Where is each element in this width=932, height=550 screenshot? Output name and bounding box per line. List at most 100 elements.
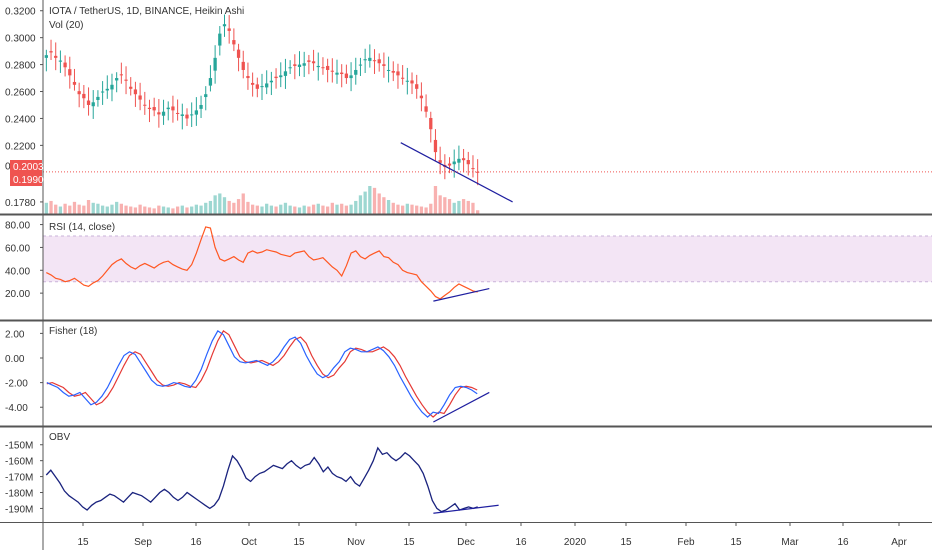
rsi-band-layer <box>43 235 932 283</box>
price-candle <box>208 78 213 86</box>
price-candle <box>382 64 386 66</box>
price-candle <box>82 93 86 99</box>
volume-bar <box>476 210 480 214</box>
price-candle <box>447 163 452 166</box>
y-tick-label: 80.00 <box>5 221 30 232</box>
volume-bar <box>213 195 217 214</box>
price-candle <box>457 158 461 163</box>
volume-bar <box>279 204 283 214</box>
volume-bar <box>316 203 320 214</box>
volume-bar <box>438 195 442 214</box>
volume-bar <box>340 203 344 214</box>
volume-bar <box>82 205 86 214</box>
volume-bar <box>110 204 114 214</box>
price-candle <box>138 95 142 100</box>
y-tick-label: -4.00 <box>5 403 28 414</box>
volume-bar <box>283 202 288 214</box>
price-candle <box>391 70 395 73</box>
x-tick-label: 16 <box>837 537 849 548</box>
price-candle <box>452 161 456 165</box>
price-candle <box>330 70 334 72</box>
volume-bar <box>302 205 306 214</box>
rsi-band <box>43 236 932 282</box>
volume-bar <box>236 199 241 214</box>
volume-bar <box>311 204 316 214</box>
price-candle <box>58 60 63 62</box>
x-tick-label: Dec <box>457 537 475 548</box>
volume-bar <box>246 201 250 214</box>
price-candle <box>143 104 147 106</box>
volume-bar <box>288 205 292 214</box>
volume-bar <box>204 202 208 214</box>
y-tick-label: 60.00 <box>5 243 30 254</box>
volume-bar <box>447 199 452 214</box>
volume-bar <box>335 204 339 214</box>
volume-bar <box>382 197 386 214</box>
price-candle <box>54 55 58 58</box>
price-tag-other-bg <box>10 173 42 186</box>
price-candle <box>297 64 302 67</box>
price-candle <box>461 158 466 161</box>
x-tick-label: 15 <box>620 537 632 548</box>
rsi-line <box>46 226 478 300</box>
volume-bar <box>147 207 152 214</box>
volume-bar <box>232 202 236 214</box>
volume-bar <box>171 208 175 214</box>
volume-bar <box>180 205 184 214</box>
volume-bar <box>372 187 377 214</box>
volume-bar <box>96 203 100 214</box>
price-candle <box>419 95 424 99</box>
price-tag-current: 0.2003 <box>13 162 44 173</box>
price-candle <box>213 57 217 71</box>
price-candle <box>476 171 480 173</box>
volume-bar <box>105 206 109 214</box>
volume-bar <box>354 200 358 214</box>
volume-bar <box>54 204 58 214</box>
x-tick-label: 15 <box>293 537 305 548</box>
price-candle <box>232 40 236 45</box>
price-candle <box>438 160 442 163</box>
volume-bar <box>91 202 95 214</box>
price-trendline <box>400 142 513 203</box>
price-candle <box>194 110 199 115</box>
volume-bar <box>274 206 278 214</box>
price-candle <box>466 160 470 165</box>
volume-bar <box>377 193 381 214</box>
symbol-title: IOTA / TetherUS, 1D, BINANCE, Heikin Ash… <box>49 6 244 17</box>
price-candle <box>72 81 77 85</box>
volume-bar <box>119 203 123 214</box>
volume-bar <box>143 206 147 214</box>
volume-bar <box>419 206 424 214</box>
volume-bar <box>396 204 400 214</box>
price-candle <box>91 102 95 107</box>
volume-bar <box>152 208 156 214</box>
volume-bar <box>471 202 475 214</box>
price-candle <box>236 49 241 58</box>
y-tick-label: -2.00 <box>5 379 28 390</box>
y-tick-label: -180M <box>5 489 33 500</box>
price-candle <box>129 86 133 89</box>
price-candle <box>180 114 184 116</box>
volume-label: Vol (20) <box>49 20 83 31</box>
price-candle <box>96 96 100 100</box>
price-candle <box>185 114 189 119</box>
price-candle <box>175 112 180 114</box>
volume-bar <box>72 201 77 214</box>
price-candle <box>307 60 311 62</box>
price-candle <box>100 91 105 93</box>
volume-bar <box>466 200 470 214</box>
price-candle <box>335 72 339 75</box>
volume-bar <box>175 206 180 214</box>
volume-bar <box>297 207 302 214</box>
y-tick-label: 0.2200 <box>5 141 36 152</box>
x-tick-label: 15 <box>730 537 742 548</box>
x-tick-label: Nov <box>347 537 365 548</box>
price-candle <box>302 63 306 66</box>
volume-bar <box>269 205 274 214</box>
y-tick-label: 0.3200 <box>5 7 36 18</box>
price-candle <box>68 69 72 76</box>
volume-bar <box>368 186 372 214</box>
obv-trendline <box>433 504 499 514</box>
price-candle <box>368 57 372 61</box>
